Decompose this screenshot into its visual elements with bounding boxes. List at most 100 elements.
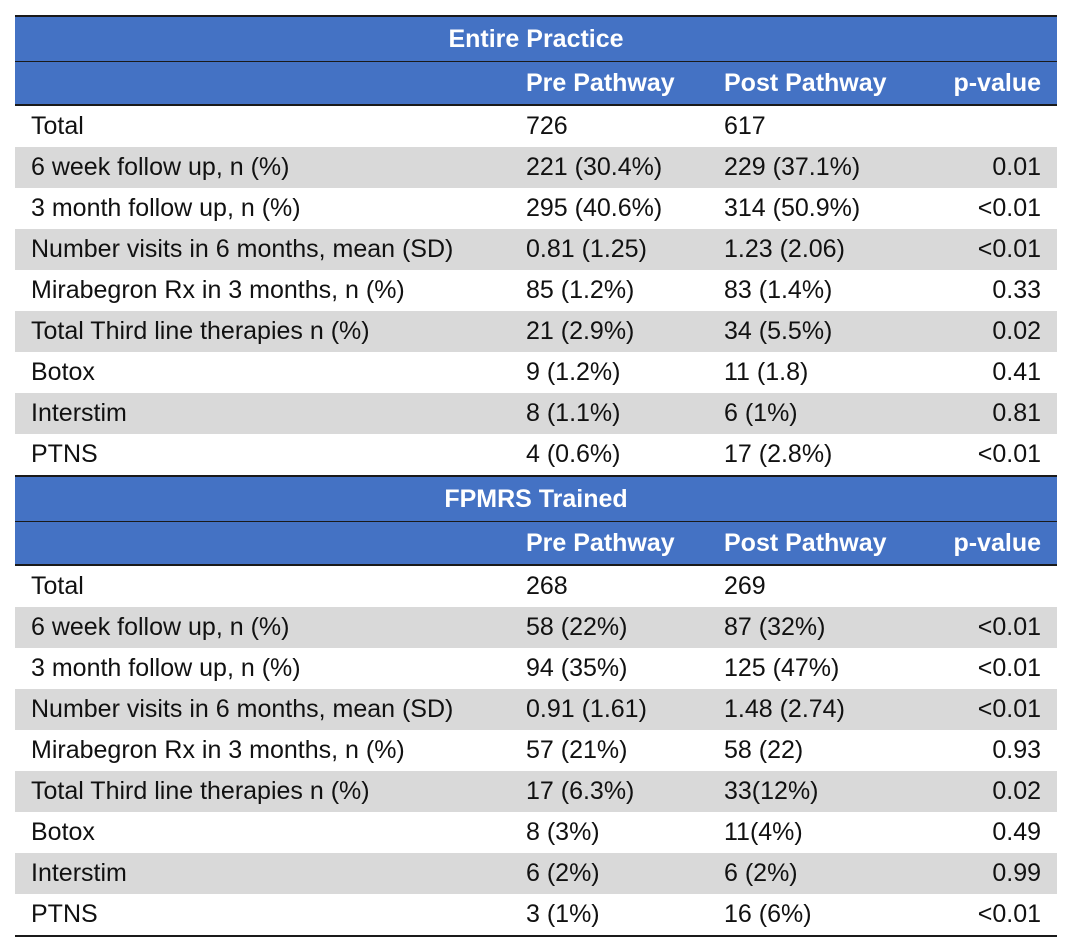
column-header-pre: Pre Pathway (510, 61, 708, 106)
column-header-post: Post Pathway (708, 61, 923, 106)
pre-pathway-cell: 17 (6.3%) (510, 771, 708, 812)
p-value-cell: 0.02 (923, 771, 1058, 812)
pre-pathway-cell: 6 (2%) (510, 853, 708, 894)
row-label-cell: Number visits in 6 months, mean (SD) (15, 689, 510, 730)
row-label-cell: Interstim (15, 393, 510, 434)
p-value-cell: <0.01 (923, 434, 1058, 477)
pre-pathway-cell: 9 (1.2%) (526, 358, 621, 386)
column-header-pvalue: p-value (923, 61, 1058, 106)
table-row: Total Third line therapies n (%) 21 (2.9%… (15, 311, 1058, 352)
table-row: PTNS 3 (1%) 16 (6%) <0.01 (15, 894, 1058, 937)
section-title-row: Entire Practice (15, 15, 1058, 62)
post-pathway-cell: 269 (724, 572, 766, 600)
column-header-row: Pre Pathway Post Pathway p-value (15, 521, 1058, 566)
table-row: PTNS 4 (0.6%) 17 (2.8%) <0.01 (15, 434, 1058, 477)
column-header-label (15, 61, 510, 106)
p-value-cell (923, 565, 1057, 607)
pre-pathway-cell: 0.81 (1.25) (510, 229, 708, 270)
table-row: 6 week follow up, n (%) 221 (30.4%) 229 (3… (15, 147, 1058, 188)
pre-pathway-cell: 21 (2.9%) (510, 311, 708, 352)
pre-pathway-cell: 295 (40.6%) (526, 194, 663, 222)
column-header-label (15, 521, 510, 566)
pre-pathway-cell: 58 (22%) (510, 607, 708, 648)
pre-pathway-cell: 0.91 (1.61) (510, 689, 708, 730)
section-title-row: FPMRS Trained (15, 475, 1058, 522)
p-value-cell: <0.01 (923, 894, 1058, 937)
p-value-cell: 0.33 (992, 276, 1042, 304)
post-pathway-cell: 58 (22) (724, 736, 804, 764)
post-pathway-cell: 83 (1.4%) (724, 276, 833, 304)
row-label-cell: Mirabegron Rx in 3 months, n (%) (31, 736, 405, 764)
p-value-cell: <0.01 (923, 689, 1058, 730)
table-row: Total 726 617 (15, 105, 1057, 147)
section-title: Entire Practice (15, 15, 1058, 62)
table-row: 6 week follow up, n (%) 58 (22%) 87 (32%) <… (15, 607, 1058, 648)
row-label-cell: Number visits in 6 months, mean (SD) (15, 229, 510, 270)
post-pathway-cell: 6 (2%) (708, 853, 923, 894)
p-value-cell: 0.01 (923, 147, 1058, 188)
section-entire-practice: Entire Practice Pre Pathway Post Pathway… (15, 15, 1058, 477)
post-pathway-cell: 87 (32%) (708, 607, 923, 648)
post-pathway-cell: 34 (5.5%) (708, 311, 923, 352)
row-label-cell: 3 month follow up, n (%) (31, 654, 301, 682)
column-header-pre: Pre Pathway (510, 521, 708, 566)
row-label-cell: Interstim (15, 853, 510, 894)
pre-pathway-cell: 57 (21%) (526, 736, 628, 764)
p-value-cell (923, 105, 1057, 147)
row-label-cell: Botox (31, 358, 95, 386)
p-value-cell: <0.01 (977, 194, 1042, 222)
pre-pathway-cell: 4 (0.6%) (510, 434, 708, 477)
table-row: Botox 9 (1.2%) 11 (1.8) 0.41 (15, 352, 1057, 393)
post-pathway-cell: 314 (50.9%) (724, 194, 861, 222)
table-row: Botox 8 (3%) 11(4%) 0.49 (15, 812, 1057, 853)
table-row: 3 month follow up, n (%) 295 (40.6%) 314 (… (15, 188, 1057, 229)
results-table-container: Entire Practice Pre Pathway Post Pathway… (15, 15, 1058, 937)
row-label-cell: Botox (31, 818, 95, 846)
pre-pathway-cell: 85 (1.2%) (526, 276, 635, 304)
p-value-cell: <0.01 (923, 229, 1058, 270)
post-pathway-cell: 1.23 (2.06) (708, 229, 923, 270)
p-value-cell: <0.01 (977, 654, 1042, 682)
row-label-cell: 6 week follow up, n (%) (15, 147, 510, 188)
table-row: Interstim 6 (2%) 6 (2%) 0.99 (15, 853, 1058, 894)
pre-pathway-cell: 221 (30.4%) (510, 147, 708, 188)
row-label-cell: Total Third line therapies n (%) (15, 311, 510, 352)
post-pathway-cell: 16 (6%) (708, 894, 923, 937)
row-label-cell: Total (31, 112, 84, 140)
pre-pathway-cell: 8 (3%) (526, 818, 600, 846)
p-value-cell: 0.93 (992, 736, 1042, 764)
p-value-cell: 0.81 (923, 393, 1058, 434)
p-value-cell: 0.41 (992, 358, 1042, 386)
row-label-cell: Total (31, 572, 84, 600)
row-label-cell: Mirabegron Rx in 3 months, n (%) (31, 276, 405, 304)
row-label-cell: Total Third line therapies n (%) (15, 771, 510, 812)
column-header-post: Post Pathway (708, 521, 923, 566)
table-row: Mirabegron Rx in 3 months, n (%) 85 (1.2%… (15, 270, 1057, 311)
table-row: Interstim 8 (1.1%) 6 (1%) 0.81 (15, 393, 1058, 434)
table-row: Number visits in 6 months, mean (SD) 0.81… (15, 229, 1058, 270)
post-pathway-cell: 125 (47%) (724, 654, 840, 682)
post-pathway-cell: 17 (2.8%) (708, 434, 923, 477)
post-pathway-cell: 229 (37.1%) (708, 147, 923, 188)
row-label-cell: 6 week follow up, n (%) (15, 607, 510, 648)
row-label-cell: PTNS (15, 894, 510, 937)
p-value-cell: <0.01 (923, 607, 1058, 648)
column-header-row: Pre Pathway Post Pathway p-value (15, 61, 1058, 106)
pre-pathway-cell: 94 (35%) (526, 654, 628, 682)
post-pathway-cell: 617 (724, 112, 766, 140)
pre-pathway-cell: 268 (526, 572, 568, 600)
column-header-pvalue: p-value (923, 521, 1058, 566)
table-row: Total Third line therapies n (%) 17 (6.3%… (15, 771, 1058, 812)
row-label-cell: 3 month follow up, n (%) (31, 194, 301, 222)
table-row: 3 month follow up, n (%) 94 (35%) 125 (47%… (15, 648, 1057, 689)
results-table: Entire Practice Pre Pathway Post Pathway… (15, 15, 1058, 937)
pre-pathway-cell: 3 (1%) (510, 894, 708, 937)
pre-pathway-cell: 726 (526, 112, 568, 140)
section-fpmrs-trained: FPMRS Trained Pre Pathway Post Pathway p… (15, 475, 1058, 937)
post-pathway-cell: 33(12%) (708, 771, 923, 812)
pre-pathway-cell: 8 (1.1%) (510, 393, 708, 434)
section-title: FPMRS Trained (15, 475, 1058, 522)
post-pathway-cell: 6 (1%) (708, 393, 923, 434)
post-pathway-cell: 11 (1.8) (724, 358, 809, 386)
table-row: Number visits in 6 months, mean (SD) 0.91… (15, 689, 1058, 730)
